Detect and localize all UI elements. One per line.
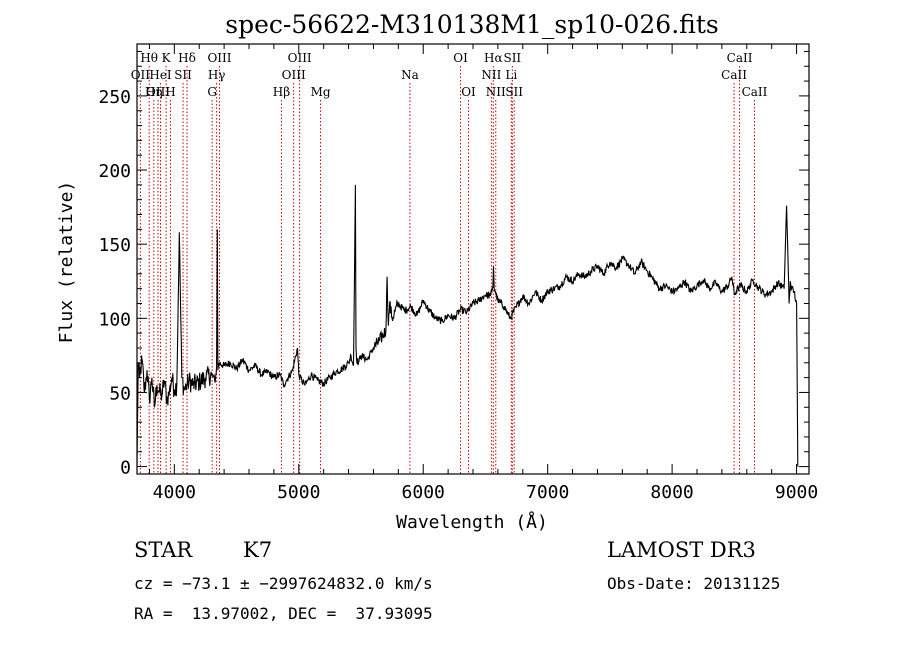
chart-title: spec-56622-M310138M1_sp10-026.fits bbox=[225, 10, 718, 39]
line-marker-label: NII bbox=[481, 68, 501, 82]
x-tick-label: 6000 bbox=[402, 482, 445, 503]
line-marker-label: OIII bbox=[207, 51, 231, 65]
redshift-readout: cz = −73.1 ± −2997624832.0 km/s bbox=[134, 574, 433, 593]
y-tick-label: 0 bbox=[120, 458, 131, 479]
line-marker-label: SII bbox=[174, 68, 192, 82]
line-marker-label: CaII bbox=[742, 85, 768, 99]
spectrum-series-line bbox=[136, 184, 799, 467]
coordinates-readout: RA = 13.97002, DEC = 37.93095 bbox=[134, 604, 433, 623]
line-marker-label: Hγ bbox=[208, 68, 226, 82]
line-marker-label: OIII bbox=[146, 85, 170, 99]
y-tick-label: 150 bbox=[98, 235, 131, 256]
line-marker-label: SII bbox=[505, 85, 523, 99]
x-tick-label: 9000 bbox=[775, 482, 818, 503]
line-marker-label: G bbox=[207, 85, 217, 99]
survey-name: LAMOST DR3 bbox=[607, 538, 756, 562]
y-axis-label: Flux (relative) bbox=[56, 181, 77, 344]
y-tick-label: 200 bbox=[98, 161, 131, 182]
object-subclass: K7 bbox=[243, 538, 273, 562]
x-tick-label: 5000 bbox=[277, 482, 320, 503]
line-marker-label: CaII bbox=[727, 51, 753, 65]
line-marker-label: K bbox=[162, 51, 172, 65]
line-marker-label: OII bbox=[131, 68, 151, 82]
y-tick-label: 250 bbox=[98, 87, 131, 108]
line-marker-label: Mg bbox=[311, 85, 331, 99]
line-marker-label: Hα bbox=[484, 51, 503, 65]
emission-line-markers: Hθ OII OIII K HeI Hη H SII Hδ OIII Hγ G Hβ OIII OIII Mg… bbox=[131, 51, 768, 474]
object-class: STAR bbox=[134, 538, 193, 562]
axes: 4000 5000 6000 7000 8000 9000 0 50 100 150 200 250 bbox=[98, 44, 818, 503]
line-marker-label: Na bbox=[401, 68, 419, 82]
x-tick-label: 8000 bbox=[650, 482, 693, 503]
line-marker-label: OIII bbox=[288, 51, 312, 65]
observation-date: Obs-Date: 20131125 bbox=[607, 574, 781, 593]
y-tick-label: 100 bbox=[98, 309, 131, 330]
line-marker-label: Hθ bbox=[140, 51, 158, 65]
line-marker-label: CaII bbox=[721, 68, 747, 82]
line-marker-label: OI bbox=[461, 85, 476, 99]
line-marker-label: Hδ bbox=[178, 51, 196, 65]
line-marker-label: H bbox=[165, 85, 175, 99]
y-tick-label: 50 bbox=[109, 383, 131, 404]
line-marker-label: OI bbox=[453, 51, 468, 65]
line-marker-label: NII bbox=[486, 85, 506, 99]
x-axis-label: Wavelength (Å) bbox=[396, 511, 548, 533]
line-marker-label: HeI bbox=[149, 68, 172, 82]
line-marker-label: SII bbox=[503, 51, 521, 65]
line-marker-label: Hβ bbox=[273, 85, 290, 99]
x-tick-label: 4000 bbox=[153, 482, 196, 503]
x-tick-label: 7000 bbox=[526, 482, 569, 503]
line-marker-label: Hη bbox=[145, 85, 163, 99]
line-marker-label: OIII bbox=[282, 68, 306, 82]
plot-frame bbox=[136, 43, 810, 475]
line-marker-label: Li bbox=[505, 68, 517, 82]
